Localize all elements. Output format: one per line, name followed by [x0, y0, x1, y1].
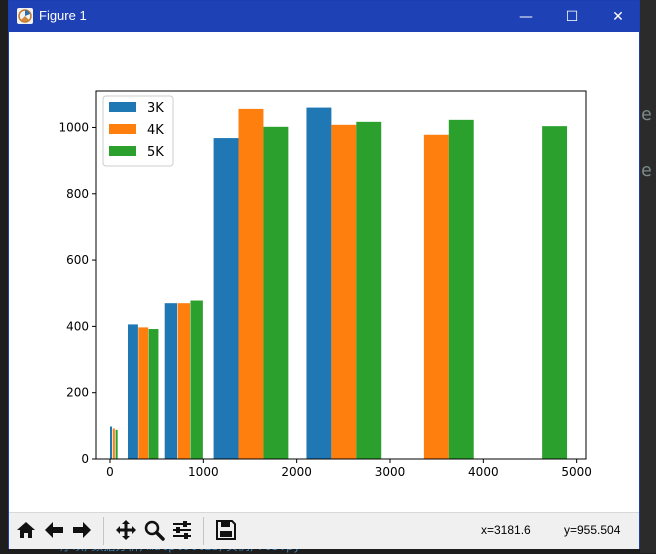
close-icon: ✕	[612, 8, 624, 25]
pan-button[interactable]	[113, 517, 139, 543]
bar-5K-5	[448, 119, 474, 459]
axes-frame	[95, 90, 587, 460]
save-button[interactable]	[213, 517, 239, 543]
bar-5K-2	[190, 300, 203, 459]
y-tick-label: 400	[66, 319, 89, 333]
home-icon	[17, 522, 35, 538]
legend-swatch-5K	[109, 146, 136, 156]
configure-icon	[173, 521, 191, 539]
x-coordinate-readout: x=3181.6	[481, 523, 531, 537]
zoom-icon	[144, 520, 165, 541]
legend-label-3K: 3K	[147, 101, 164, 116]
bar-4K-2	[177, 303, 191, 459]
legend-swatch-4K	[109, 124, 136, 134]
figure-window: Figure 1 — ☐ ✕ 0 1000 2000 3000 4000 5000 0 20…	[8, 0, 640, 549]
bar-4K-4	[331, 124, 357, 459]
bar-4K-5	[423, 134, 449, 460]
x-tick-label: 1000	[188, 465, 219, 479]
toolbar-separator	[203, 517, 204, 545]
forward-arrow-icon	[73, 522, 91, 538]
home-button[interactable]	[13, 517, 39, 543]
window-title: Figure 1	[39, 8, 87, 23]
background-ide-glyph: e	[641, 160, 652, 181]
background-ide-glyph: e	[641, 104, 652, 125]
title-bar[interactable]: Figure 1 — ☐ ✕	[9, 1, 639, 32]
legend-label-5K: 5K	[147, 145, 164, 160]
pan-icon	[116, 520, 136, 540]
x-tick-label: 4000	[468, 465, 499, 479]
background-ide-strip	[640, 0, 656, 553]
x-tick-label: 0	[106, 465, 114, 479]
maximize-button[interactable]: ☐	[549, 1, 595, 32]
minimize-icon: —	[519, 8, 533, 25]
x-tick-label: 2000	[281, 465, 312, 479]
bar-4K-3	[238, 108, 264, 459]
bar-4K-1	[138, 327, 149, 459]
minimize-button[interactable]: —	[503, 1, 549, 32]
bar-5K-1	[148, 329, 159, 459]
toolbar-separator	[103, 517, 104, 545]
save-icon	[216, 520, 236, 540]
navigation-toolbar: x=3181.6 y=955.504	[9, 512, 639, 549]
y-tick-label: 200	[66, 386, 89, 400]
bar-4K-0	[112, 428, 115, 459]
bar-3K-4	[306, 107, 332, 460]
bar-3K-2	[164, 303, 178, 459]
bar-5K-0	[115, 429, 118, 459]
y-tick-label: 800	[66, 187, 89, 201]
x-tick-label: 3000	[375, 465, 406, 479]
legend-label-4K: 4K	[147, 123, 164, 138]
bar-5K-6	[542, 126, 568, 460]
bar-3K-3	[213, 138, 239, 459]
bar-3K-0	[110, 426, 113, 459]
forward-button[interactable]	[69, 517, 95, 543]
bar-5K-3	[263, 126, 289, 459]
y-coordinate-readout: y=955.504	[564, 523, 621, 537]
legend-swatch-3K	[109, 102, 136, 112]
back-button[interactable]	[41, 517, 67, 543]
maximize-icon: ☐	[565, 8, 579, 25]
back-arrow-icon	[45, 522, 63, 538]
configure-subplots-button[interactable]	[169, 517, 195, 543]
y-tick-label: 600	[66, 253, 89, 267]
zoom-button[interactable]	[141, 517, 167, 543]
y-tick-label: 1000	[58, 120, 89, 134]
figure-canvas[interactable]: 0 1000 2000 3000 4000 5000 0 200 400 600 800 1000 …	[9, 32, 639, 512]
bar-3K-1	[128, 324, 138, 459]
bar-chart: 0 1000 2000 3000 4000 5000 02004006008001000 …	[58, 90, 592, 479]
bar-5K-4	[356, 121, 382, 460]
close-button[interactable]: ✕	[595, 1, 641, 32]
matplotlib-app-icon	[17, 8, 33, 24]
x-tick-label: 5000	[561, 465, 592, 479]
y-tick-label: 0	[81, 452, 89, 466]
